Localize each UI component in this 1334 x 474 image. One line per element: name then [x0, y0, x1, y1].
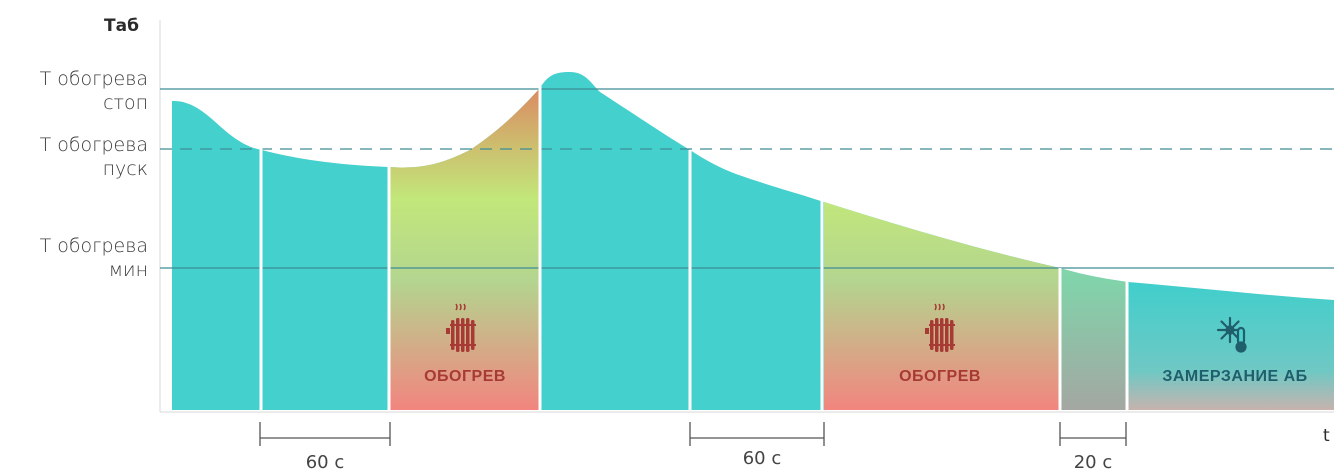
- interval-label-2: 60 с: [742, 448, 782, 469]
- zone-dividers: [259, 86, 1129, 410]
- level-label-stop: Т обогрева стоп: [39, 68, 148, 114]
- level-label-min: Т обогрева мин: [39, 235, 148, 281]
- temperature-curve-area: [172, 72, 1128, 410]
- interval-label-3: 20 с: [1073, 452, 1113, 473]
- interval-markers: [259, 422, 1127, 446]
- y-axis-label: Таб: [104, 16, 139, 36]
- heating-zone-1: [390, 72, 540, 410]
- heating-zone-2: [824, 72, 1060, 410]
- freezing-zone-label: ЗАМЕРЗАНИЕ АБ: [1162, 368, 1308, 385]
- radiator-icon: [925, 303, 955, 352]
- interval-label-1: 60 с: [305, 452, 345, 473]
- heating-zone-1-label: ОБОГРЕВ: [424, 368, 506, 385]
- x-axis-label: t: [1323, 426, 1330, 446]
- freezing-zone: [1128, 282, 1334, 410]
- snowflake-thermometer-icon: [1216, 316, 1247, 353]
- radiator-icon: [446, 303, 476, 352]
- level-label-start: Т обогрева пуск: [39, 134, 148, 180]
- heating-zone-2-label: ОБОГРЕВ: [899, 368, 981, 385]
